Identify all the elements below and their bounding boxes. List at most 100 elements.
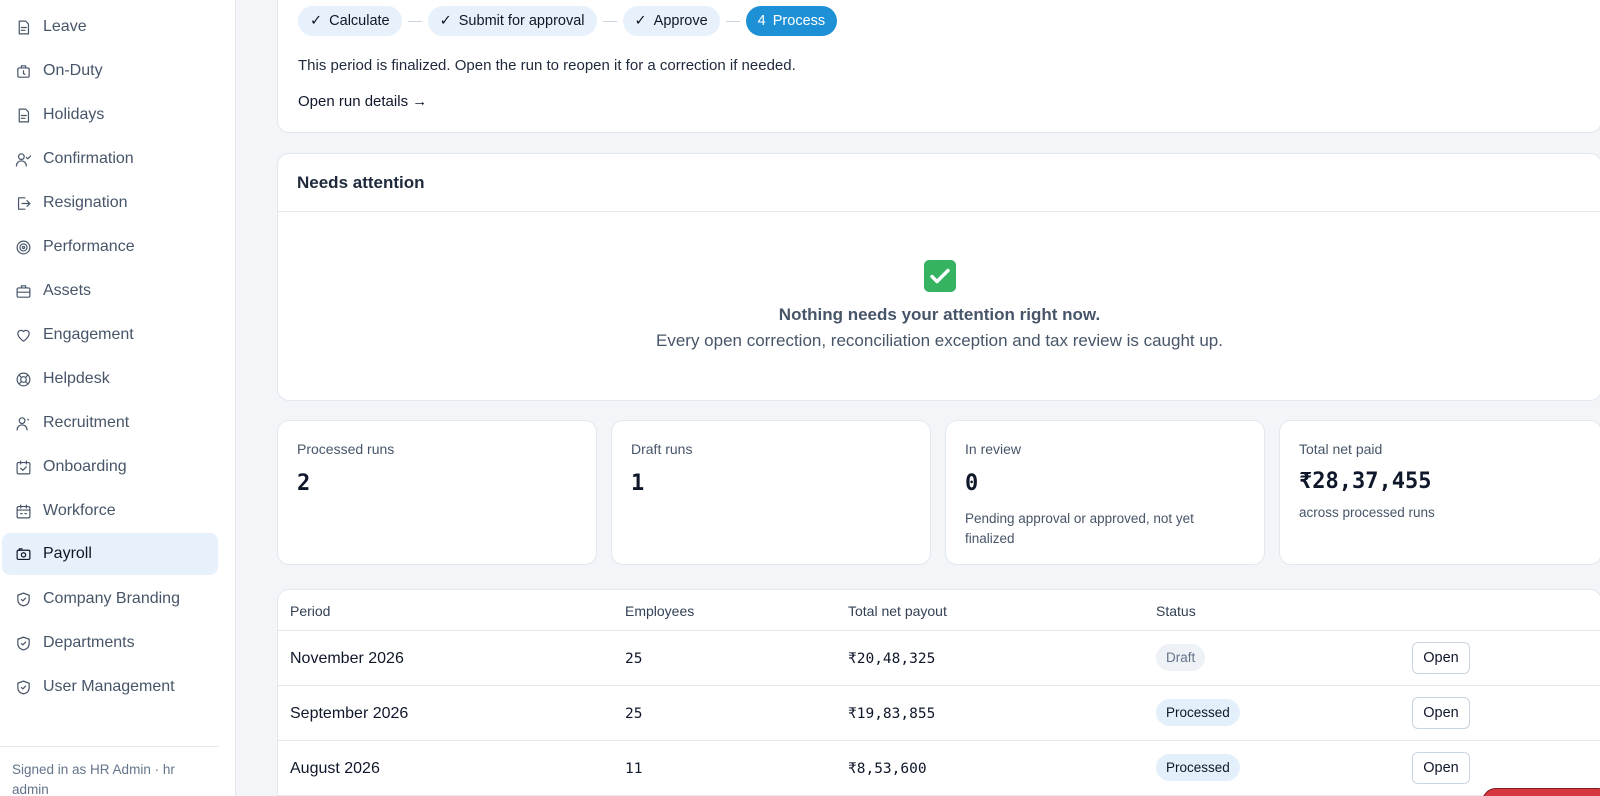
stat-card-total-net-paid: Total net paid ₹28,37,455 across process… — [1279, 420, 1600, 565]
needs-attention-card: Needs attention Nothing needs your atten… — [277, 153, 1600, 401]
stat-label: Draft runs — [631, 441, 693, 457]
needs-attention-title: Needs attention — [297, 172, 425, 192]
empty-state: Nothing needs your attention right now. … — [278, 260, 1600, 351]
sidebar-divider — [0, 746, 219, 747]
leave-icon — [13, 17, 33, 37]
sidebar-item-label: Holidays — [43, 106, 105, 123]
stat-value: 2 — [297, 471, 311, 496]
sidebar-item-label: Leave — [43, 18, 87, 35]
stat-card-draft-runs: Draft runs 1 — [611, 420, 931, 565]
total-net-payout-cell: ₹20,48,325 — [848, 651, 936, 667]
sidebar-item-label: Resignation — [43, 194, 128, 211]
sidebar-item-onboarding[interactable]: Onboarding — [2, 446, 218, 488]
status-badge: Processed — [1156, 699, 1240, 726]
sidebar-item-leave[interactable]: Leave — [2, 6, 218, 48]
period-cell: September 2026 — [290, 705, 409, 722]
step-approve[interactable]: ✓ Approve — [622, 6, 720, 36]
table-row: August 2026 11 ₹8,53,600 Processed Open — [278, 741, 1600, 796]
assets-icon — [13, 281, 33, 301]
status-badge: Draft — [1156, 644, 1206, 671]
sidebar-item-label: Confirmation — [43, 150, 134, 167]
sidebar-item-user-management[interactable]: User Management — [2, 666, 218, 708]
payroll-runs-table: Period Employees Total net payout Status… — [277, 589, 1600, 796]
needs-attention-header: Needs attention — [278, 154, 1600, 212]
workforce-icon — [13, 501, 33, 521]
stat-value: 1 — [631, 471, 645, 496]
status-badge: Processed — [1156, 754, 1240, 781]
step-submit-for-approval[interactable]: ✓ Submit for approval — [427, 6, 597, 36]
check-icon: ✓ — [310, 13, 323, 29]
sidebar-item-payroll[interactable]: Payroll — [2, 533, 218, 575]
sidebar-item-workforce[interactable]: Workforce — [2, 490, 218, 532]
sidebar-item-assets[interactable]: Assets — [2, 270, 218, 312]
sidebar-item-label: Departments — [43, 634, 135, 651]
stat-card-processed-runs: Processed runs 2 — [277, 420, 597, 565]
sidebar-item-label: Assets — [43, 282, 92, 299]
open-run-details-link[interactable]: Open run details → — [298, 93, 428, 110]
period-cell: November 2026 — [290, 650, 404, 667]
step-separator — [602, 20, 617, 22]
open-run-button[interactable]: Open — [1412, 697, 1470, 729]
floating-action-button[interactable] — [1482, 788, 1600, 796]
resignation-icon — [13, 193, 33, 213]
stat-card-in-review: In review 0 Pending approval or approved… — [945, 420, 1265, 565]
sidebar-item-label: Company Branding — [43, 590, 180, 607]
stat-label: Processed runs — [297, 441, 395, 457]
sidebar: Leave On-Duty Holidays Confirmation Resi… — [0, 0, 236, 796]
sidebar-item-holidays[interactable]: Holidays — [2, 94, 218, 136]
employees-cell: 25 — [625, 706, 643, 722]
column-header-period: Period — [290, 603, 331, 619]
sidebar-item-label: Onboarding — [43, 458, 127, 475]
sidebar-item-label: Helpdesk — [43, 370, 110, 387]
stat-label: Total net paid — [1299, 441, 1383, 457]
sidebar-item-label: Engagement — [43, 326, 134, 343]
table-row: September 2026 25 ₹19,83,855 Processed O… — [278, 686, 1600, 741]
column-header-employees: Employees — [625, 603, 695, 619]
sidebar-item-performance[interactable]: Performance — [2, 226, 218, 268]
sidebar-item-on-duty[interactable]: On-Duty — [2, 50, 218, 92]
sidebar-item-resignation[interactable]: Resignation — [2, 182, 218, 224]
empty-state-title: Nothing needs your attention right now. — [778, 305, 1101, 324]
sidebar-item-company-branding[interactable]: Company Branding — [2, 578, 218, 620]
step-separator — [725, 20, 740, 22]
sidebar-item-confirmation[interactable]: Confirmation — [2, 138, 218, 180]
sidebar-item-label: Performance — [43, 238, 135, 255]
payroll-stepper-card: ✓ Calculate ✓ Submit for approval ✓ Appr… — [277, 0, 1600, 133]
employees-cell: 25 — [625, 651, 643, 667]
period-cell: August 2026 — [290, 760, 380, 777]
stat-note: across processed runs — [1299, 505, 1435, 520]
shield-icon — [13, 633, 33, 653]
table-header: Period Employees Total net payout Status — [278, 590, 1600, 631]
sidebar-item-label: Payroll — [43, 545, 92, 562]
open-run-button[interactable]: Open — [1412, 752, 1470, 784]
step-calculate[interactable]: ✓ Calculate — [298, 6, 402, 36]
step-label: Submit for approval — [458, 13, 585, 29]
check-icon: ✓ — [439, 13, 452, 29]
step-process[interactable]: 4 Process — [745, 6, 838, 36]
open-run-button[interactable]: Open — [1412, 642, 1470, 674]
workflow-stepper: ✓ Calculate ✓ Submit for approval ✓ Appr… — [298, 6, 838, 36]
recruitment-icon — [13, 413, 33, 433]
check-icon: ✓ — [634, 13, 647, 29]
sidebar-item-departments[interactable]: Departments — [2, 622, 218, 664]
step-label: Calculate — [329, 13, 390, 29]
employees-cell: 11 — [625, 761, 643, 777]
sidebar-item-recruitment[interactable]: Recruitment — [2, 402, 218, 444]
payroll-icon — [13, 544, 33, 564]
step-number: 4 — [757, 13, 766, 29]
sidebar-item-engagement[interactable]: Engagement — [2, 314, 218, 356]
step-separator — [407, 20, 422, 22]
stat-value: ₹28,37,455 — [1299, 469, 1432, 494]
sidebar-item-label: User Management — [43, 678, 175, 695]
on-duty-icon — [13, 61, 33, 81]
column-header-status: Status — [1156, 603, 1196, 619]
check-mark-icon — [923, 260, 956, 292]
empty-state-subtitle: Every open correction, reconciliation ex… — [656, 331, 1223, 350]
stat-label: In review — [965, 441, 1022, 457]
total-net-payout-cell: ₹8,53,600 — [848, 761, 927, 777]
table-row: November 2026 25 ₹20,48,325 Draft Open — [278, 631, 1600, 686]
sidebar-item-label: Workforce — [43, 502, 116, 519]
step-label: Process — [772, 13, 826, 29]
sidebar-item-helpdesk[interactable]: Helpdesk — [2, 358, 218, 400]
helpdesk-icon — [13, 369, 33, 389]
